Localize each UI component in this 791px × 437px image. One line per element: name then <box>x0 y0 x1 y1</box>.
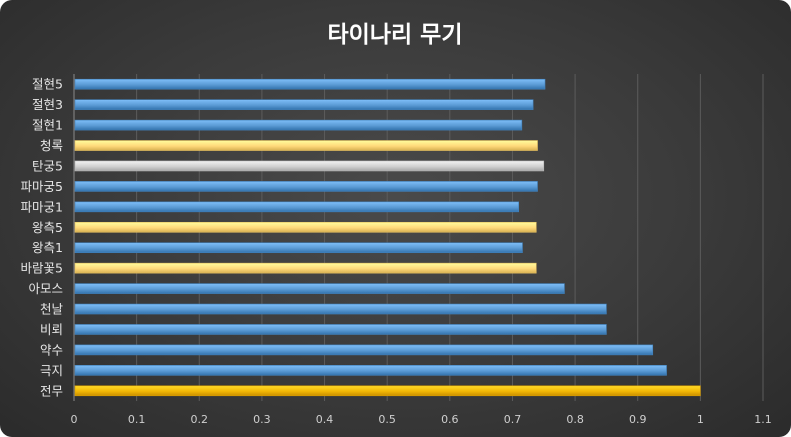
bar <box>74 242 523 254</box>
x-tick-label: 1 <box>697 413 704 426</box>
bars <box>74 78 701 397</box>
category-label: 약수 <box>40 342 63 357</box>
bar <box>74 181 538 192</box>
x-tick-label: 0.8 <box>566 413 584 426</box>
x-tick-label: 1.1 <box>754 413 772 426</box>
bar <box>74 78 546 90</box>
category-label: 파마궁5 <box>21 179 63 194</box>
category-label: 아모스 <box>28 281 63 296</box>
category-label: 절현5 <box>32 77 63 92</box>
category-label: 바람꽃5 <box>21 261 63 276</box>
bar <box>74 201 520 213</box>
x-tick-labels: 0 0.1 0.2 0.3 0.4 0.5 0.6 0.7 0.8 0.9 1 1.1 <box>71 413 772 426</box>
category-label: 탄궁5 <box>32 158 63 173</box>
category-label: 비뢰 <box>40 322 63 337</box>
category-label: 천날 <box>40 302 64 317</box>
x-tick-label: 0.7 <box>504 413 522 426</box>
bar <box>74 221 537 233</box>
category-label: 절현3 <box>32 97 63 112</box>
x-tick-label: 0.5 <box>378 413 396 426</box>
bar <box>74 160 545 172</box>
bar <box>74 365 667 376</box>
x-tick-label: 0.4 <box>316 413 334 426</box>
bar <box>74 283 565 294</box>
bar <box>74 324 607 335</box>
category-label: 절현1 <box>32 118 63 133</box>
x-tick-label: 0.1 <box>128 413 146 426</box>
bar <box>74 99 534 110</box>
category-label: 파마궁1 <box>21 199 63 214</box>
bar <box>74 262 537 274</box>
category-label: 왕측1 <box>32 240 63 255</box>
x-tick-label: 0.6 <box>441 413 459 426</box>
category-label: 왕측5 <box>32 220 63 235</box>
bar <box>74 303 607 315</box>
x-tick-label: 0.9 <box>629 413 647 426</box>
category-label: 전무 <box>40 383 63 398</box>
chart-title: 타이나리 무기 <box>328 22 463 48</box>
category-label: 극지 <box>40 363 63 378</box>
x-tick-label: 0 <box>71 413 78 426</box>
bar <box>74 119 523 131</box>
category-labels: 전무 극지 약수 비뢰 천날 아모스 바람꽃5 왕측1 왕측5 파마궁1 파마궁5 탄궁5 청록 절현1 절… <box>21 77 64 399</box>
x-tick-label: 0.2 <box>191 413 209 426</box>
x-tick-label: 0.3 <box>253 413 271 426</box>
category-label: 청록 <box>40 138 63 153</box>
bar <box>74 140 538 151</box>
bar <box>74 344 654 356</box>
bar <box>74 385 701 397</box>
